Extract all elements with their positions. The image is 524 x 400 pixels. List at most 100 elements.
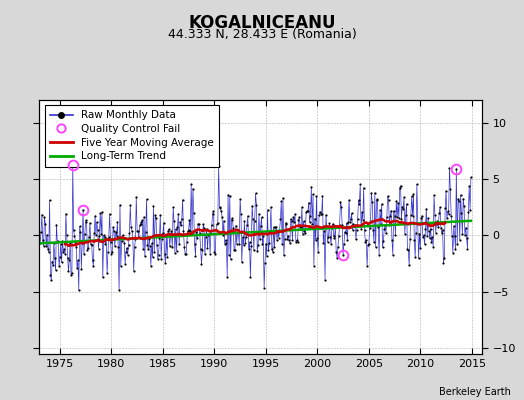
Point — [292, 239, 300, 245]
Point — [264, 247, 272, 254]
Point — [279, 195, 287, 201]
Point — [430, 192, 438, 199]
Point — [143, 242, 151, 248]
Point — [109, 224, 117, 230]
Point — [241, 240, 249, 246]
Point — [151, 212, 159, 218]
Point — [157, 256, 166, 262]
Point — [225, 252, 233, 258]
Point — [373, 196, 381, 202]
Point — [55, 263, 63, 269]
Point — [181, 250, 189, 257]
Point — [75, 223, 84, 230]
Point — [257, 223, 265, 229]
Point — [313, 234, 322, 241]
Point — [458, 231, 466, 237]
Point — [400, 194, 408, 200]
Point — [160, 251, 169, 258]
Point — [394, 200, 402, 206]
Point — [331, 223, 340, 230]
Point — [226, 192, 234, 199]
Point — [453, 241, 462, 248]
Point — [350, 223, 358, 229]
Point — [414, 255, 423, 262]
Point — [155, 252, 163, 258]
Point — [302, 209, 310, 215]
Point — [385, 222, 394, 228]
Point — [450, 223, 458, 229]
Point — [423, 233, 431, 239]
Point — [94, 245, 103, 252]
Point — [56, 254, 64, 261]
Point — [243, 222, 251, 228]
Point — [286, 240, 294, 246]
Point — [118, 232, 127, 238]
Point — [299, 231, 307, 237]
Point — [318, 193, 326, 199]
Point — [170, 218, 178, 224]
Point — [443, 215, 451, 222]
Point — [261, 260, 269, 266]
Point — [148, 240, 156, 247]
Point — [412, 230, 420, 236]
Point — [62, 232, 71, 238]
Point — [99, 274, 107, 280]
Point — [325, 220, 334, 227]
Point — [365, 240, 373, 247]
Point — [116, 202, 124, 208]
Point — [155, 234, 163, 241]
Point — [335, 221, 344, 228]
Point — [89, 262, 97, 269]
Point — [290, 218, 298, 225]
Point — [268, 246, 276, 253]
Point — [195, 221, 203, 227]
Point — [134, 228, 142, 234]
Point — [156, 212, 165, 218]
Point — [146, 243, 154, 250]
Point — [198, 261, 206, 267]
Point — [152, 241, 161, 248]
Point — [141, 229, 150, 236]
Point — [463, 234, 471, 241]
Point — [420, 232, 428, 239]
Point — [166, 243, 174, 250]
Point — [74, 257, 82, 263]
Text: KOGALNICEANU: KOGALNICEANU — [188, 14, 336, 32]
Point — [224, 191, 232, 198]
Point — [404, 247, 412, 254]
Point — [207, 230, 215, 236]
Point — [68, 269, 76, 276]
Point — [244, 213, 252, 219]
Point — [176, 218, 184, 225]
Point — [194, 220, 202, 227]
Point — [131, 236, 139, 243]
Point — [206, 250, 214, 257]
Point — [36, 240, 45, 246]
Point — [80, 251, 88, 258]
Point — [117, 238, 126, 244]
Point — [168, 244, 177, 250]
Point — [421, 226, 430, 233]
Point — [305, 219, 314, 225]
Point — [178, 216, 186, 222]
Point — [111, 243, 119, 250]
Point — [128, 235, 137, 241]
Point — [310, 262, 318, 269]
Point — [298, 204, 306, 210]
Point — [368, 198, 376, 205]
Point — [35, 229, 43, 235]
Point — [318, 211, 326, 218]
Point — [126, 202, 135, 208]
Point — [49, 261, 57, 268]
Point — [202, 234, 210, 240]
Point — [323, 239, 332, 245]
Point — [427, 238, 435, 245]
Point — [238, 234, 247, 240]
Point — [389, 208, 398, 214]
Point — [114, 244, 123, 250]
Point — [447, 213, 455, 219]
Point — [63, 255, 72, 261]
Point — [86, 241, 95, 248]
Point — [227, 216, 236, 223]
Point — [54, 238, 62, 244]
